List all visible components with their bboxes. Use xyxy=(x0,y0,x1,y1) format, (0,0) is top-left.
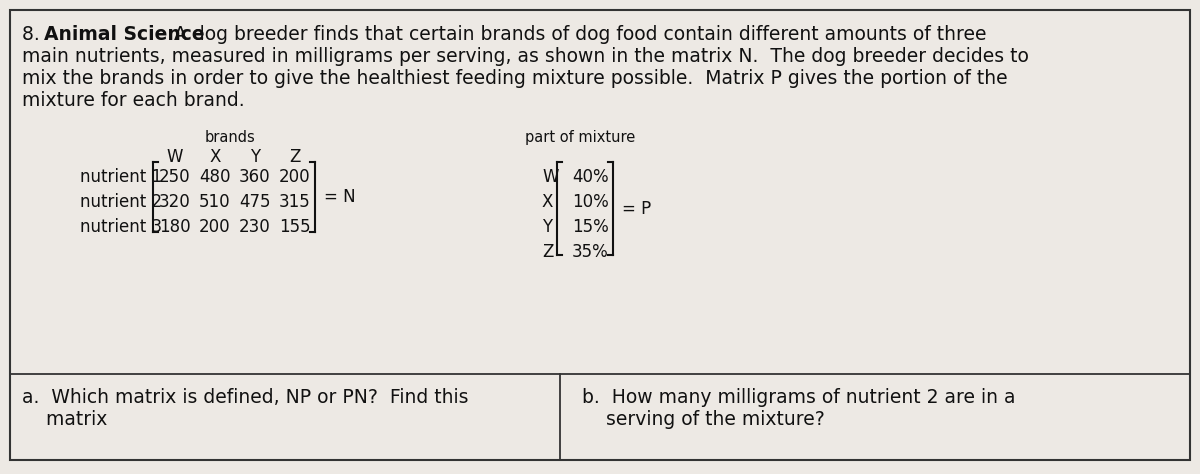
Text: 315: 315 xyxy=(280,193,311,211)
Text: nutrient 1: nutrient 1 xyxy=(80,168,162,186)
Text: 35%: 35% xyxy=(572,243,608,261)
Text: mix the brands in order to give the healthiest feeding mixture possible.  Matrix: mix the brands in order to give the heal… xyxy=(22,69,1008,88)
Text: 10%: 10% xyxy=(572,193,608,211)
Text: Z: Z xyxy=(289,148,301,166)
Text: 200: 200 xyxy=(280,168,311,186)
Text: 180: 180 xyxy=(160,218,191,236)
Text: 200: 200 xyxy=(199,218,230,236)
Text: 230: 230 xyxy=(239,218,271,236)
Text: 15%: 15% xyxy=(572,218,608,236)
Text: 320: 320 xyxy=(160,193,191,211)
Text: b.  How many milligrams of nutrient 2 are in a: b. How many milligrams of nutrient 2 are… xyxy=(582,388,1015,407)
Text: a.  Which matrix is defined, NP or PN?  Find this: a. Which matrix is defined, NP or PN? Fi… xyxy=(22,388,468,407)
Text: 510: 510 xyxy=(199,193,230,211)
Text: 155: 155 xyxy=(280,218,311,236)
Text: 475: 475 xyxy=(239,193,271,211)
Text: Z: Z xyxy=(542,243,553,261)
Text: A dog breeder finds that certain brands of dog food contain different amounts of: A dog breeder finds that certain brands … xyxy=(162,25,986,44)
Text: 40%: 40% xyxy=(572,168,608,186)
Text: nutrient 3: nutrient 3 xyxy=(80,218,162,236)
Text: brands: brands xyxy=(205,130,256,145)
Text: = N: = N xyxy=(324,188,355,206)
Text: Y: Y xyxy=(250,148,260,166)
Text: part of mixture: part of mixture xyxy=(524,130,635,145)
Text: matrix: matrix xyxy=(22,410,107,429)
Text: 8.: 8. xyxy=(22,25,46,44)
Text: X: X xyxy=(209,148,221,166)
Text: 480: 480 xyxy=(199,168,230,186)
Text: = P: = P xyxy=(622,200,652,218)
Text: mixture for each brand.: mixture for each brand. xyxy=(22,91,245,110)
Text: 360: 360 xyxy=(239,168,271,186)
Text: X: X xyxy=(542,193,553,211)
Text: Y: Y xyxy=(542,218,552,236)
Text: 250: 250 xyxy=(160,168,191,186)
Text: W: W xyxy=(542,168,558,186)
Text: nutrient 2: nutrient 2 xyxy=(80,193,162,211)
Text: Animal Science: Animal Science xyxy=(44,25,205,44)
Text: main nutrients, measured in milligrams per serving, as shown in the matrix N.  T: main nutrients, measured in milligrams p… xyxy=(22,47,1028,66)
Text: W: W xyxy=(167,148,184,166)
Text: serving of the mixture?: serving of the mixture? xyxy=(582,410,824,429)
